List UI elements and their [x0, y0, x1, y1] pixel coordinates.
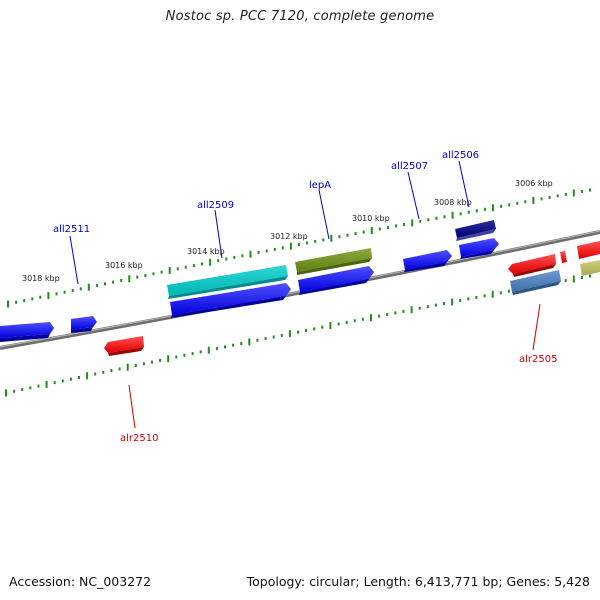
accession-text: Accession: NC_003272 — [9, 574, 152, 589]
gene-arrow-lepA-lower[interactable] — [298, 266, 374, 295]
tick-label-3010: 3010 kbp — [352, 214, 390, 223]
gene-label-lepA[interactable]: lepA — [309, 180, 331, 191]
gene-arrow-small-reverse[interactable] — [560, 251, 567, 263]
tick-label-3018: 3018 kbp — [22, 274, 60, 283]
leader-lepA — [318, 189, 330, 240]
gene-arrow-far-right-forward[interactable] — [577, 241, 600, 259]
leader-all2506 — [458, 160, 470, 208]
gene-label-all2509[interactable]: all2509 — [197, 200, 234, 211]
gene-arrow-alr2505[interactable] — [508, 254, 556, 277]
gene-arrow-all2509-lower[interactable] — [170, 283, 291, 318]
gene-arrow-all2506[interactable] — [455, 220, 496, 241]
gene-label-alr2505[interactable]: alr2505 — [519, 354, 557, 365]
gene-arrow-alr2510[interactable] — [104, 336, 144, 356]
gene-arrow-lepA[interactable] — [295, 248, 372, 275]
gene-arrow-all2509[interactable] — [167, 265, 288, 299]
gene-label-all2507[interactable]: all2507 — [391, 161, 428, 172]
tick-label-3016: 3016 kbp — [105, 261, 143, 270]
tick-label-3006: 3006 kbp — [515, 179, 553, 188]
map-title: Nostoc sp. PCC 7120, complete genome — [165, 9, 435, 24]
gene-arrow-alr2505-lower[interactable] — [510, 270, 561, 295]
leader-all2511 — [69, 235, 79, 285]
gene-label-alr2510[interactable]: alr2510 — [120, 433, 158, 444]
tick-row-forward — [7, 188, 591, 308]
gene-arrow-far-right-khaki[interactable] — [580, 260, 600, 276]
gene-arrow-all2506-lower[interactable] — [459, 238, 499, 259]
leader-alr2510 — [128, 384, 136, 429]
gene-arrow-all2511[interactable] — [0, 322, 54, 342]
gene-arrow-all2507[interactable] — [403, 250, 452, 272]
leader-all2507 — [407, 171, 420, 220]
tick-label-3014: 3014 kbp — [187, 247, 225, 256]
leader-all2509 — [214, 209, 223, 259]
tick-label-3008: 3008 kbp — [434, 198, 472, 207]
gene-label-all2511[interactable]: all2511 — [53, 224, 90, 235]
tick-label-3012: 3012 kbp — [270, 232, 308, 241]
gene-label-all2506[interactable]: all2506 — [442, 150, 479, 161]
leader-alr2505 — [532, 303, 541, 351]
genome-summary-text: Topology: circular; Length: 6,413,771 bp… — [246, 574, 590, 589]
gene-arrow-small-forward[interactable] — [71, 316, 97, 333]
